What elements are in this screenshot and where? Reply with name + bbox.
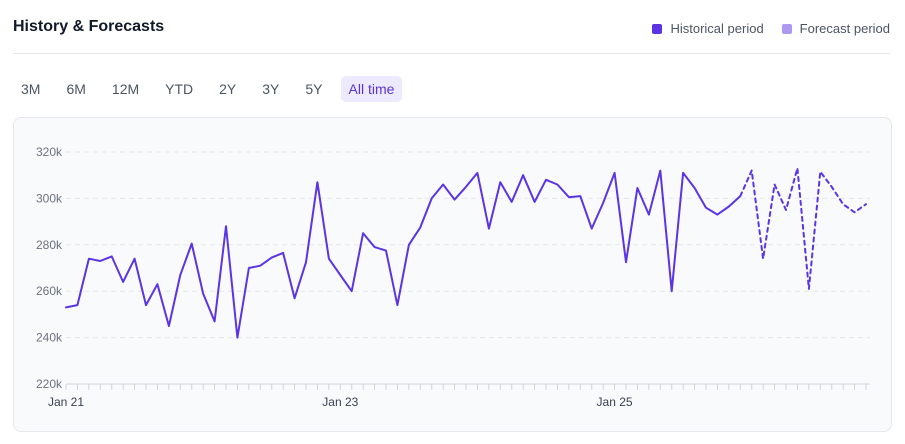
tab-all-time[interactable]: All time	[340, 76, 403, 102]
x-tick-label: Jan 25	[597, 395, 633, 409]
tab-ytd[interactable]: YTD	[165, 81, 194, 97]
x-tick-label: Jan 21	[48, 395, 84, 409]
tab-6m[interactable]: 6M	[66, 81, 86, 97]
tab-3y[interactable]: 3Y	[262, 81, 280, 97]
y-tick-label: 260k	[36, 284, 63, 298]
tab-5y[interactable]: 5Y	[305, 81, 323, 97]
time-range-tabs: 3M 6M 12M YTD 2Y 3Y 5Y All time	[13, 76, 412, 102]
legend: Historical period Forecast period	[634, 21, 890, 36]
legend-label-historical: Historical period	[670, 21, 764, 36]
x-tick-label: Jan 23	[322, 395, 358, 409]
y-tick-label: 240k	[36, 331, 63, 345]
tab-2y[interactable]: 2Y	[219, 81, 237, 97]
y-tick-label: 300k	[36, 191, 63, 205]
tab-3m[interactable]: 3M	[21, 81, 41, 97]
y-tick-label: 320k	[36, 145, 63, 159]
historical-series-line	[65, 169, 742, 339]
legend-swatch-historical	[652, 23, 663, 34]
y-tick-label: 280k	[36, 238, 63, 252]
legend-swatch-forecast	[781, 23, 792, 34]
forecast-series-line	[739, 167, 867, 290]
legend-label-forecast: Forecast period	[799, 21, 890, 36]
legend-item-forecast: Forecast period	[781, 21, 890, 36]
chart-header: History & Forecasts Historical period Fo…	[13, 0, 890, 54]
chart-card: 220k 240k 260k 280k 300k 320k Jan 21 Jan 23 Jan …	[13, 117, 892, 432]
chart-title: History & Forecasts	[13, 18, 165, 35]
line-chart: 220k 240k 260k 280k 300k 320k Jan 21 Jan 23 Jan …	[36, 145, 870, 409]
tab-12m[interactable]: 12M	[111, 81, 140, 97]
legend-item-historical: Historical period	[652, 21, 764, 36]
y-tick-label: 220k	[36, 377, 63, 391]
